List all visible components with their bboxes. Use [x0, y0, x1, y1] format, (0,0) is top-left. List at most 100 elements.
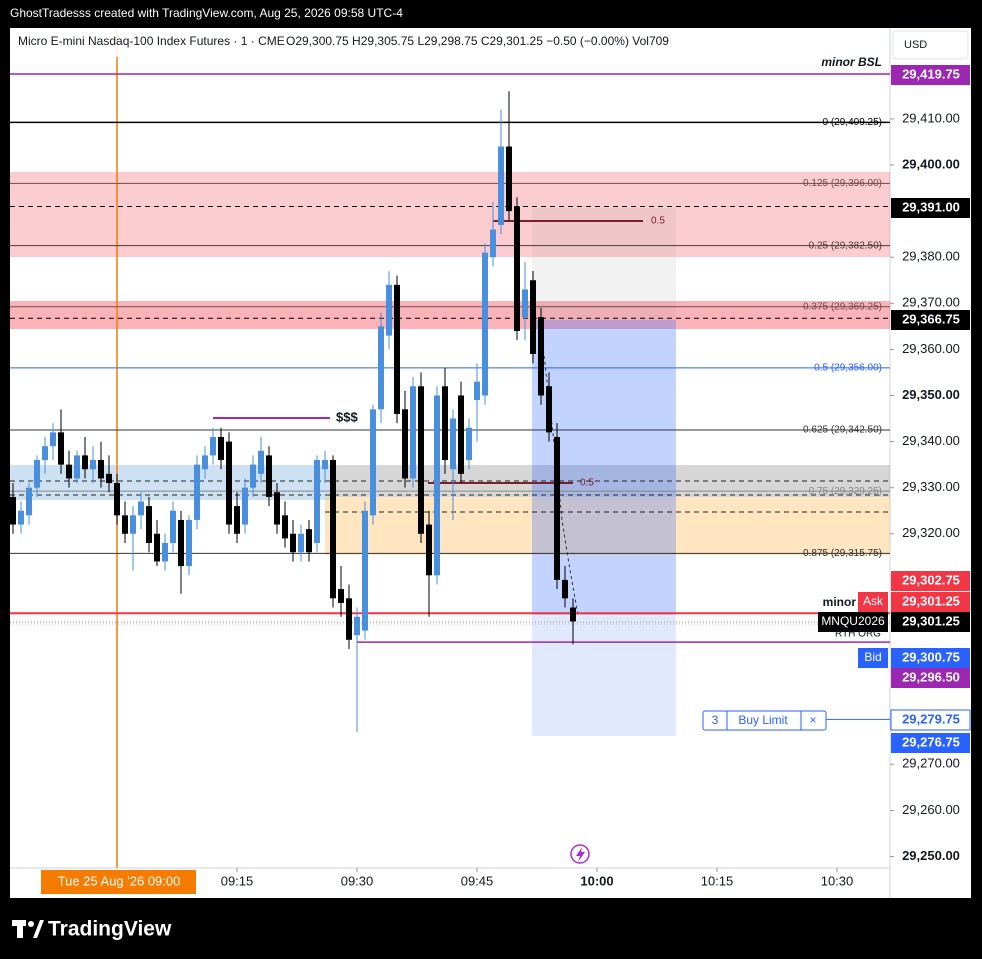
candle-body — [314, 460, 320, 544]
candle-body — [410, 386, 416, 479]
y-tick-label: 29,410.00 — [902, 110, 960, 125]
crosshair-label: Tue 25 Aug '26 09:00 — [58, 873, 181, 888]
fib-label: 0.5 (29,356.00) — [814, 362, 882, 373]
y-tick-label: 29,330.00 — [902, 479, 960, 494]
logo — [12, 920, 44, 938]
y-tick-label: 29,250.00 — [902, 848, 960, 863]
price-badge — [890, 709, 971, 731]
tag-box — [858, 592, 888, 612]
candle-body — [170, 510, 176, 544]
candle-body — [290, 533, 296, 553]
x-tick-label: 10:30 — [821, 873, 854, 888]
candle-body — [90, 460, 96, 470]
tag-box — [818, 612, 888, 632]
order-qty: 3 — [712, 713, 719, 727]
currency[interactable]: USD — [904, 39, 927, 51]
crosshair-box — [41, 870, 196, 894]
candle-body — [490, 229, 496, 258]
price-badge — [891, 648, 970, 668]
price-badge-label: 29,276.75 — [902, 734, 960, 749]
x-tick-label: 10:15 — [701, 873, 734, 888]
candle-body — [474, 381, 480, 401]
candle-body — [426, 524, 432, 576]
candle-body — [402, 409, 408, 479]
tag-label: Ask — [863, 594, 884, 608]
candle-body — [274, 492, 280, 525]
candle-body — [394, 284, 400, 414]
price-badge — [891, 733, 970, 753]
tag-box — [858, 648, 888, 668]
candle-body — [354, 616, 360, 636]
price-badge — [891, 571, 970, 591]
level-tag: minor BSL — [821, 55, 882, 69]
order-label: Buy Limit — [738, 713, 788, 727]
chart-pane — [10, 28, 971, 898]
candle-body — [250, 464, 256, 488]
candle-body — [306, 529, 312, 553]
x-tick-label: 09:30 — [341, 873, 374, 888]
alert-icon — [576, 847, 585, 862]
order-cancel[interactable]: × — [809, 713, 816, 727]
candle-body — [34, 460, 40, 488]
fib-label: 0.125 (29,396.00) — [803, 178, 882, 189]
tag-label: MNQU2026 — [821, 614, 885, 628]
candle-body — [362, 510, 368, 631]
y-tick-label: 29,260.00 — [902, 802, 960, 817]
alert-icon[interactable] — [570, 844, 590, 864]
candle-body — [266, 455, 272, 497]
position-target — [532, 615, 676, 736]
candle-body — [418, 386, 424, 534]
fib-label: 0.875 (29,315.75) — [803, 548, 882, 559]
fib-label: 0.375 (29,369.25) — [803, 301, 882, 312]
candle-body — [98, 460, 104, 479]
legend-bg — [10, 29, 610, 57]
tag-label: minor — [823, 595, 857, 609]
candle-body — [538, 317, 544, 396]
candle-body — [18, 510, 24, 525]
x-tick-label: 09:45 — [461, 873, 494, 888]
candle-body — [162, 543, 168, 562]
candle-body — [58, 432, 64, 465]
candle-body — [322, 460, 328, 470]
candle-body — [50, 432, 56, 447]
annotation: 0.5 — [651, 216, 665, 227]
plot — [10, 29, 890, 868]
y-tick-label: 29,370.00 — [902, 295, 960, 310]
candle-body — [130, 515, 136, 534]
annotation: 0.5 — [580, 478, 594, 489]
candle-body — [234, 506, 240, 534]
candle-body — [258, 450, 264, 474]
price-badge-label: 29,301.25 — [902, 613, 960, 628]
candle-body — [506, 146, 512, 212]
candle-body — [570, 607, 576, 622]
fib-label: 0.625 (29,342.50) — [803, 425, 882, 436]
candle-body — [546, 386, 552, 433]
supply-zone — [10, 301, 890, 329]
price-badge — [891, 65, 970, 85]
order-box[interactable] — [702, 710, 827, 731]
candle-body — [138, 501, 144, 516]
candle-body — [74, 455, 80, 479]
price-badge-label: 29,391.00 — [902, 199, 960, 214]
candle-body — [338, 589, 344, 603]
candle-body — [146, 506, 152, 544]
price-badge-label: 29,296.50 — [902, 669, 960, 684]
price-badge-label: 29,301.25 — [902, 593, 960, 608]
x-tick-label: 10:00 — [580, 873, 613, 888]
y-tick-label: 29,360.00 — [902, 341, 960, 356]
y-tick-label: 29,380.00 — [902, 249, 960, 264]
price-badge-label: 29,279.75 — [902, 711, 960, 726]
candle-body — [434, 395, 440, 576]
y-tick-label: 29,350.00 — [902, 387, 960, 402]
price-badge — [891, 310, 970, 330]
symbol: Micro E-mini Nasdaq-100 Index Futures · … — [18, 34, 285, 48]
price-badge-label: 29,300.75 — [902, 649, 960, 664]
candle-body — [522, 289, 528, 318]
y-tick-label: 29,340.00 — [902, 433, 960, 448]
candle-body — [114, 483, 120, 516]
currency-box[interactable] — [892, 30, 969, 60]
candle-body — [514, 206, 520, 331]
candle-body — [370, 409, 376, 516]
candle-body — [42, 446, 48, 461]
